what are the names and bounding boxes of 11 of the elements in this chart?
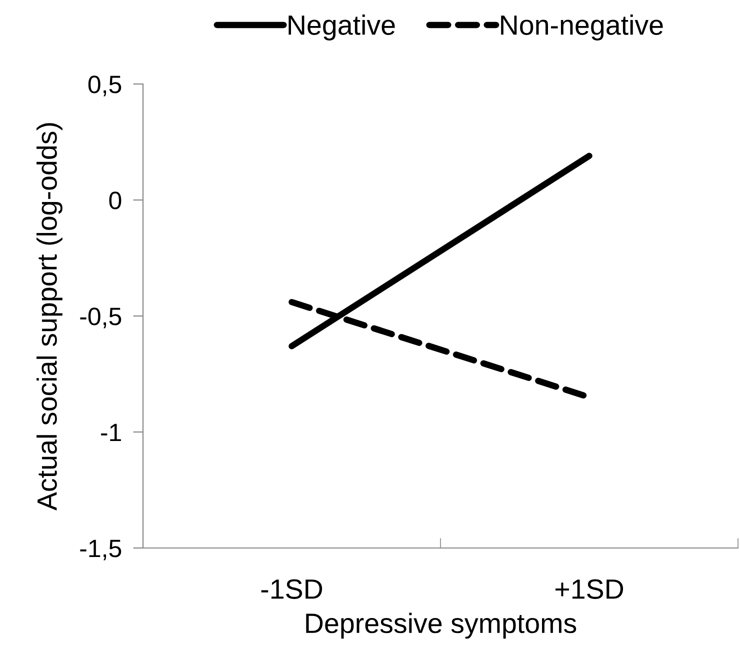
y-axis-title: Actual social support (log-odds) (36, 123, 62, 510)
y-tick-label: -0,5 (80, 308, 122, 328)
x-tick-label: -1SD (261, 579, 322, 599)
legend-label: Non-negative (501, 14, 663, 40)
y-tick-label: -1 (101, 424, 121, 442)
x-tick-label: +1SD (555, 579, 624, 599)
legend-label: Negative (288, 14, 395, 40)
y-tick-label: -1,5 (80, 540, 122, 560)
y-tick-label: 0 (109, 192, 122, 210)
x-axis-title: Depressive symptoms (306, 612, 576, 639)
y-tick-label: 0,5 (88, 76, 122, 96)
